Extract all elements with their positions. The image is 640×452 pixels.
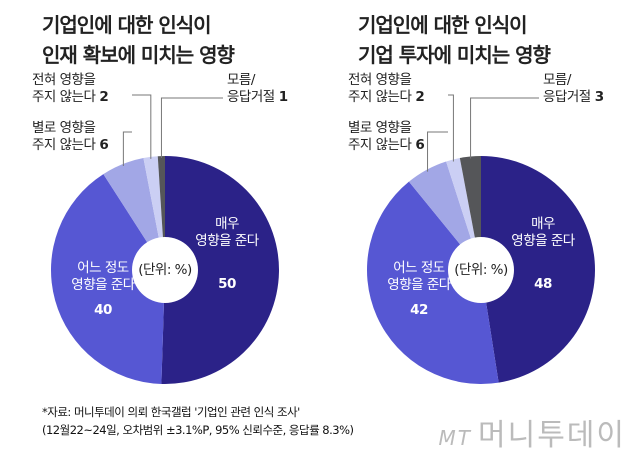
leader-line [122,131,132,167]
chart-title: 기업인에 대한 인식이 기업 투자에 미치는 영향 [358,13,551,67]
pie-slice [481,156,596,383]
pie-chart-2 [367,94,596,385]
slice-label: 전혀 영향을 주지 않는다 2 [348,72,424,105]
leader-line [427,131,448,172]
slice-label: 모름/응답거절 3 [543,72,604,105]
slice-label: 전혀 영향을 주지 않는다 2 [32,72,108,105]
leader-line [448,94,454,162]
pie-slice [51,174,165,384]
donut-hole [132,237,198,303]
pie-slice [367,181,499,385]
source-line-2: (12월22~24일, 오차범위 ±3.1%P, 95% 신뢰수준, 응답률 8… [42,423,354,437]
slice-value: 40 [94,302,112,318]
leader-line [160,97,223,159]
unit-label: (단위: %) [138,262,192,278]
unit-label: (단위: %) [454,262,508,278]
logo-name: 머니투데이 [478,418,626,452]
donut-hole [448,237,514,303]
chart-title: 기업인에 대한 인식이 인재 확보에 미치는 영향 [42,13,235,67]
slice-label: 어느 정도 영향을 준다 [387,260,451,293]
leader-line [132,94,152,159]
source-line-1: *자료: 머니투데이 의뢰 한국갤럽 '기업인 관련 인식 조사' [42,405,300,419]
slice-label: 별로 영향을 주지 않는다 6 [348,120,424,153]
slice-label: 별로 영향을 주지 않는다 6 [32,120,108,153]
slice-value: 50 [218,276,236,292]
slice-label: 어느 정도 영향을 준다 [71,260,135,293]
slice-label: 매우 영향을 준다 [511,216,575,249]
pie-slice [161,156,280,384]
pie-chart-1 [51,94,280,384]
logo-mark: MT [438,426,472,450]
slice-label: 모름/응답거절 1 [227,72,288,105]
logo: MT 머니투데이 [439,410,626,452]
slice-value: 42 [410,302,428,318]
slice-label: 매우 영향을 준다 [195,216,259,249]
leader-line [470,97,539,159]
slice-value: 48 [534,276,552,292]
